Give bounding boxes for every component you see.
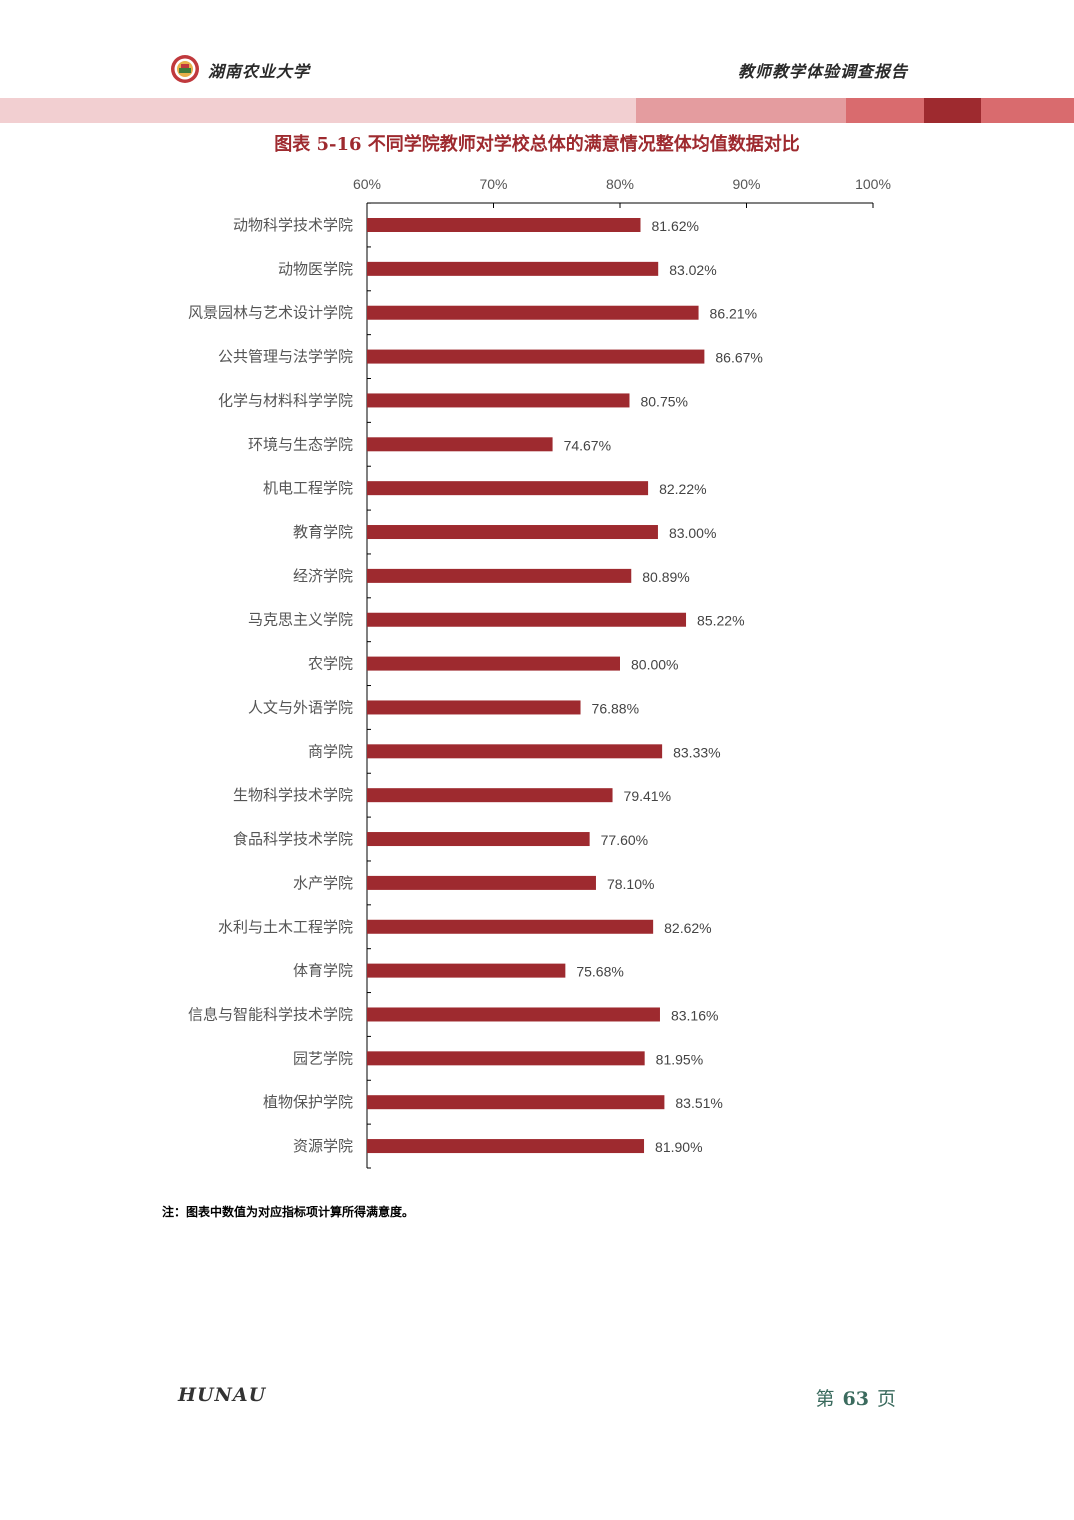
- data-label: 81.90%: [655, 1139, 702, 1155]
- category-label: 资源学院: [293, 1137, 353, 1155]
- category-label: 动物医学院: [278, 260, 353, 278]
- category-label: 生物科学技术学院: [233, 786, 353, 804]
- bar: [367, 1139, 645, 1154]
- header-band-end: [981, 98, 1074, 123]
- page-header: 湖南农业大学 教师教学体验调查报告: [0, 0, 1074, 96]
- data-label: 76.88%: [592, 700, 639, 716]
- header-band-accent: [846, 98, 924, 123]
- page-number-value: 63: [842, 1388, 869, 1410]
- category-label: 水产学院: [293, 874, 353, 892]
- category-label: 商学院: [308, 742, 353, 760]
- data-label: 82.22%: [659, 481, 706, 497]
- bar: [367, 568, 632, 583]
- bar: [367, 700, 581, 715]
- x-tick-label: 70%: [479, 176, 507, 192]
- data-label: 75.68%: [576, 964, 623, 980]
- page-prefix: 第: [815, 1388, 835, 1410]
- bar: [367, 1007, 660, 1022]
- page-suffix: 页: [876, 1388, 896, 1410]
- header-band-mid: [636, 98, 846, 123]
- bar: [367, 481, 649, 496]
- category-label: 风景园林与艺术设计学院: [188, 304, 353, 322]
- header-band-light: [0, 98, 636, 123]
- bar: [367, 832, 590, 847]
- x-tick-label: 80%: [606, 176, 634, 192]
- university-name: 湖南农业大学: [208, 62, 311, 81]
- chart-title: 图表 5-16 不同学院教师对学校总体的满意情况整体均值数据对比: [274, 134, 800, 155]
- data-label: 74.67%: [564, 437, 611, 453]
- category-label: 植物保护学院: [263, 1093, 353, 1111]
- bar: [367, 261, 659, 276]
- category-label: 农学院: [308, 655, 353, 673]
- data-label: 83.51%: [675, 1095, 722, 1111]
- data-label: 83.33%: [673, 744, 720, 760]
- x-tick-label: 90%: [732, 176, 760, 192]
- data-label: 83.02%: [669, 262, 716, 278]
- category-label: 公共管理与法学学院: [218, 348, 353, 366]
- page-number: 第 63 页: [816, 1384, 896, 1411]
- category-label: 食品科学技术学院: [233, 830, 353, 848]
- bar: [367, 218, 641, 232]
- category-label: 马克思主义学院: [248, 611, 353, 629]
- university-seal-icon: [171, 55, 199, 83]
- category-label: 机电工程学院: [263, 479, 353, 497]
- category-label: 动物科学技术学院: [233, 216, 353, 234]
- category-label: 教育学院: [293, 523, 353, 541]
- category-label: 环境与生态学院: [248, 435, 353, 453]
- bar-chart: 60% 70% 80% 90% 100% 动物科学技术学院 81.62% 动物医学院 83.02…: [188, 176, 891, 1169]
- x-tick-label: 100%: [855, 176, 891, 192]
- chart-note: 注：图表中数值为对应指标项计算所得满意度。: [162, 1205, 415, 1219]
- bar: [367, 788, 613, 803]
- data-label: 80.00%: [631, 657, 678, 673]
- data-label: 82.62%: [664, 920, 711, 936]
- bar: [367, 349, 705, 364]
- data-label: 83.16%: [671, 1007, 718, 1023]
- data-label: 80.75%: [640, 393, 687, 409]
- category-label: 园艺学院: [293, 1049, 353, 1067]
- x-tick-label: 60%: [353, 176, 381, 192]
- bar: [367, 525, 658, 540]
- data-label: 78.10%: [607, 876, 654, 892]
- category-label: 人文与外语学院: [248, 698, 353, 716]
- data-label: 77.60%: [601, 832, 648, 848]
- bar: [367, 963, 566, 978]
- bar: [367, 1095, 665, 1110]
- bar: [367, 919, 654, 934]
- data-label: 85.22%: [697, 613, 744, 629]
- data-label: 80.89%: [642, 569, 689, 585]
- category-label: 信息与智能科学技术学院: [188, 1005, 353, 1023]
- bar: [367, 305, 699, 320]
- bar: [367, 612, 687, 627]
- category-label: 体育学院: [293, 962, 353, 980]
- category-label: 经济学院: [293, 567, 353, 585]
- category-label: 水利与土木工程学院: [218, 918, 353, 936]
- bar: [367, 744, 663, 759]
- data-label: 83.00%: [669, 525, 716, 541]
- bar: [367, 437, 553, 452]
- report-name: 教师教学体验调查报告: [737, 62, 908, 81]
- data-label: 79.41%: [624, 788, 671, 804]
- data-label: 86.21%: [710, 306, 757, 322]
- bar: [367, 875, 596, 890]
- bar: [367, 393, 630, 408]
- data-label: 81.62%: [651, 218, 698, 234]
- data-label: 86.67%: [715, 350, 762, 366]
- footer-logo: HUNAU: [178, 1384, 267, 1406]
- header-band-dark: [924, 98, 981, 123]
- data-label: 81.95%: [656, 1051, 703, 1067]
- bar: [367, 1051, 645, 1066]
- category-label: 化学与材料科学学院: [218, 391, 353, 409]
- bar: [367, 656, 620, 671]
